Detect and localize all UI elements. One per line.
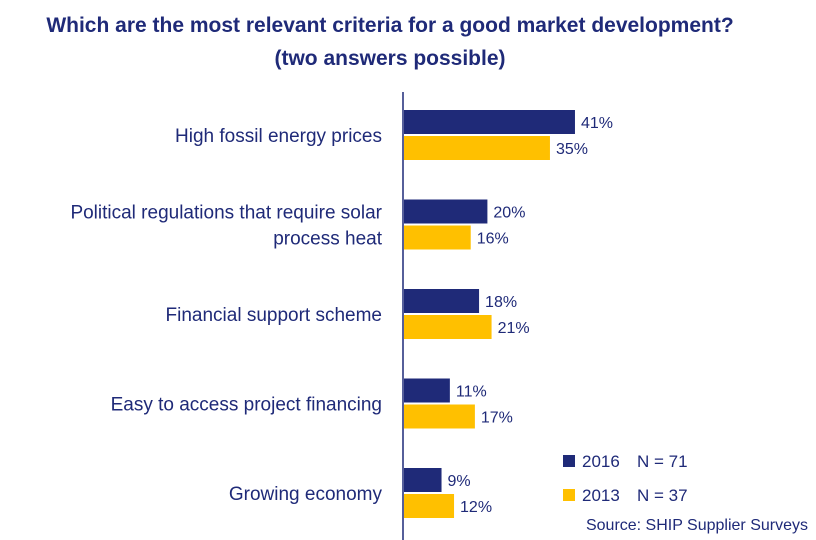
category-label-line: High fossil energy prices <box>175 126 382 147</box>
category-label-line: process heat <box>273 229 383 250</box>
category-label-line: Political regulations that require solar <box>70 203 382 224</box>
labels-group: 41% 35% High fossil energy prices 20% 16% Pol… <box>70 115 613 516</box>
bar-2013-3 <box>404 315 492 339</box>
category-label-2: Political regulations that require solar… <box>70 203 382 250</box>
data-label-2013-5: 12% <box>460 499 492 516</box>
category-label-5: Growing economy <box>229 484 383 505</box>
bar-2013-4 <box>404 404 475 429</box>
data-label-2016-5: 9% <box>448 473 471 490</box>
category-label-3: Financial support scheme <box>166 305 383 326</box>
category-label-4: Easy to access project financing <box>111 395 382 416</box>
bar-2013-2 <box>404 225 471 250</box>
category-label-line: Growing economy <box>229 484 383 505</box>
data-label-2016-4: 11% <box>456 384 487 401</box>
data-label-2016-2: 20% <box>493 205 525 222</box>
legend-label-2013: 2013 <box>582 486 620 505</box>
data-label-2013-4: 17% <box>481 410 513 427</box>
data-label-2013-1: 35% <box>556 141 588 158</box>
data-label-2016-1: 41% <box>581 115 613 132</box>
category-label-1: High fossil energy prices <box>175 126 382 147</box>
data-label-2013-2: 16% <box>477 231 509 248</box>
source-note: Source: SHIP Supplier Surveys <box>586 517 808 534</box>
chart-title: Which are the most relevant criteria for… <box>46 14 734 37</box>
bar-2013-5 <box>404 494 455 518</box>
bar-2013-1 <box>404 136 550 160</box>
bar-2016-1 <box>404 110 575 134</box>
data-label-2013-3: 21% <box>498 320 530 337</box>
legend-n-2016: N = 71 <box>637 452 688 471</box>
legend-swatch-2016 <box>563 455 575 467</box>
chart-subtitle: (two answers possible) <box>274 47 506 70</box>
bar-2016-4 <box>404 378 450 403</box>
data-label-2016-3: 18% <box>485 294 517 311</box>
bars-group <box>404 110 575 518</box>
legend-label-2016: 2016 <box>582 452 620 471</box>
bar-2016-5 <box>404 468 442 492</box>
legend-swatch-2013 <box>563 489 575 501</box>
legend: 2016 N = 71 2013 N = 37 <box>563 452 688 505</box>
bar-2016-2 <box>404 199 488 224</box>
category-label-line: Easy to access project financing <box>111 395 382 416</box>
legend-n-2013: N = 37 <box>637 486 688 505</box>
bar-2016-3 <box>404 289 480 313</box>
category-label-line: Financial support scheme <box>166 305 383 326</box>
